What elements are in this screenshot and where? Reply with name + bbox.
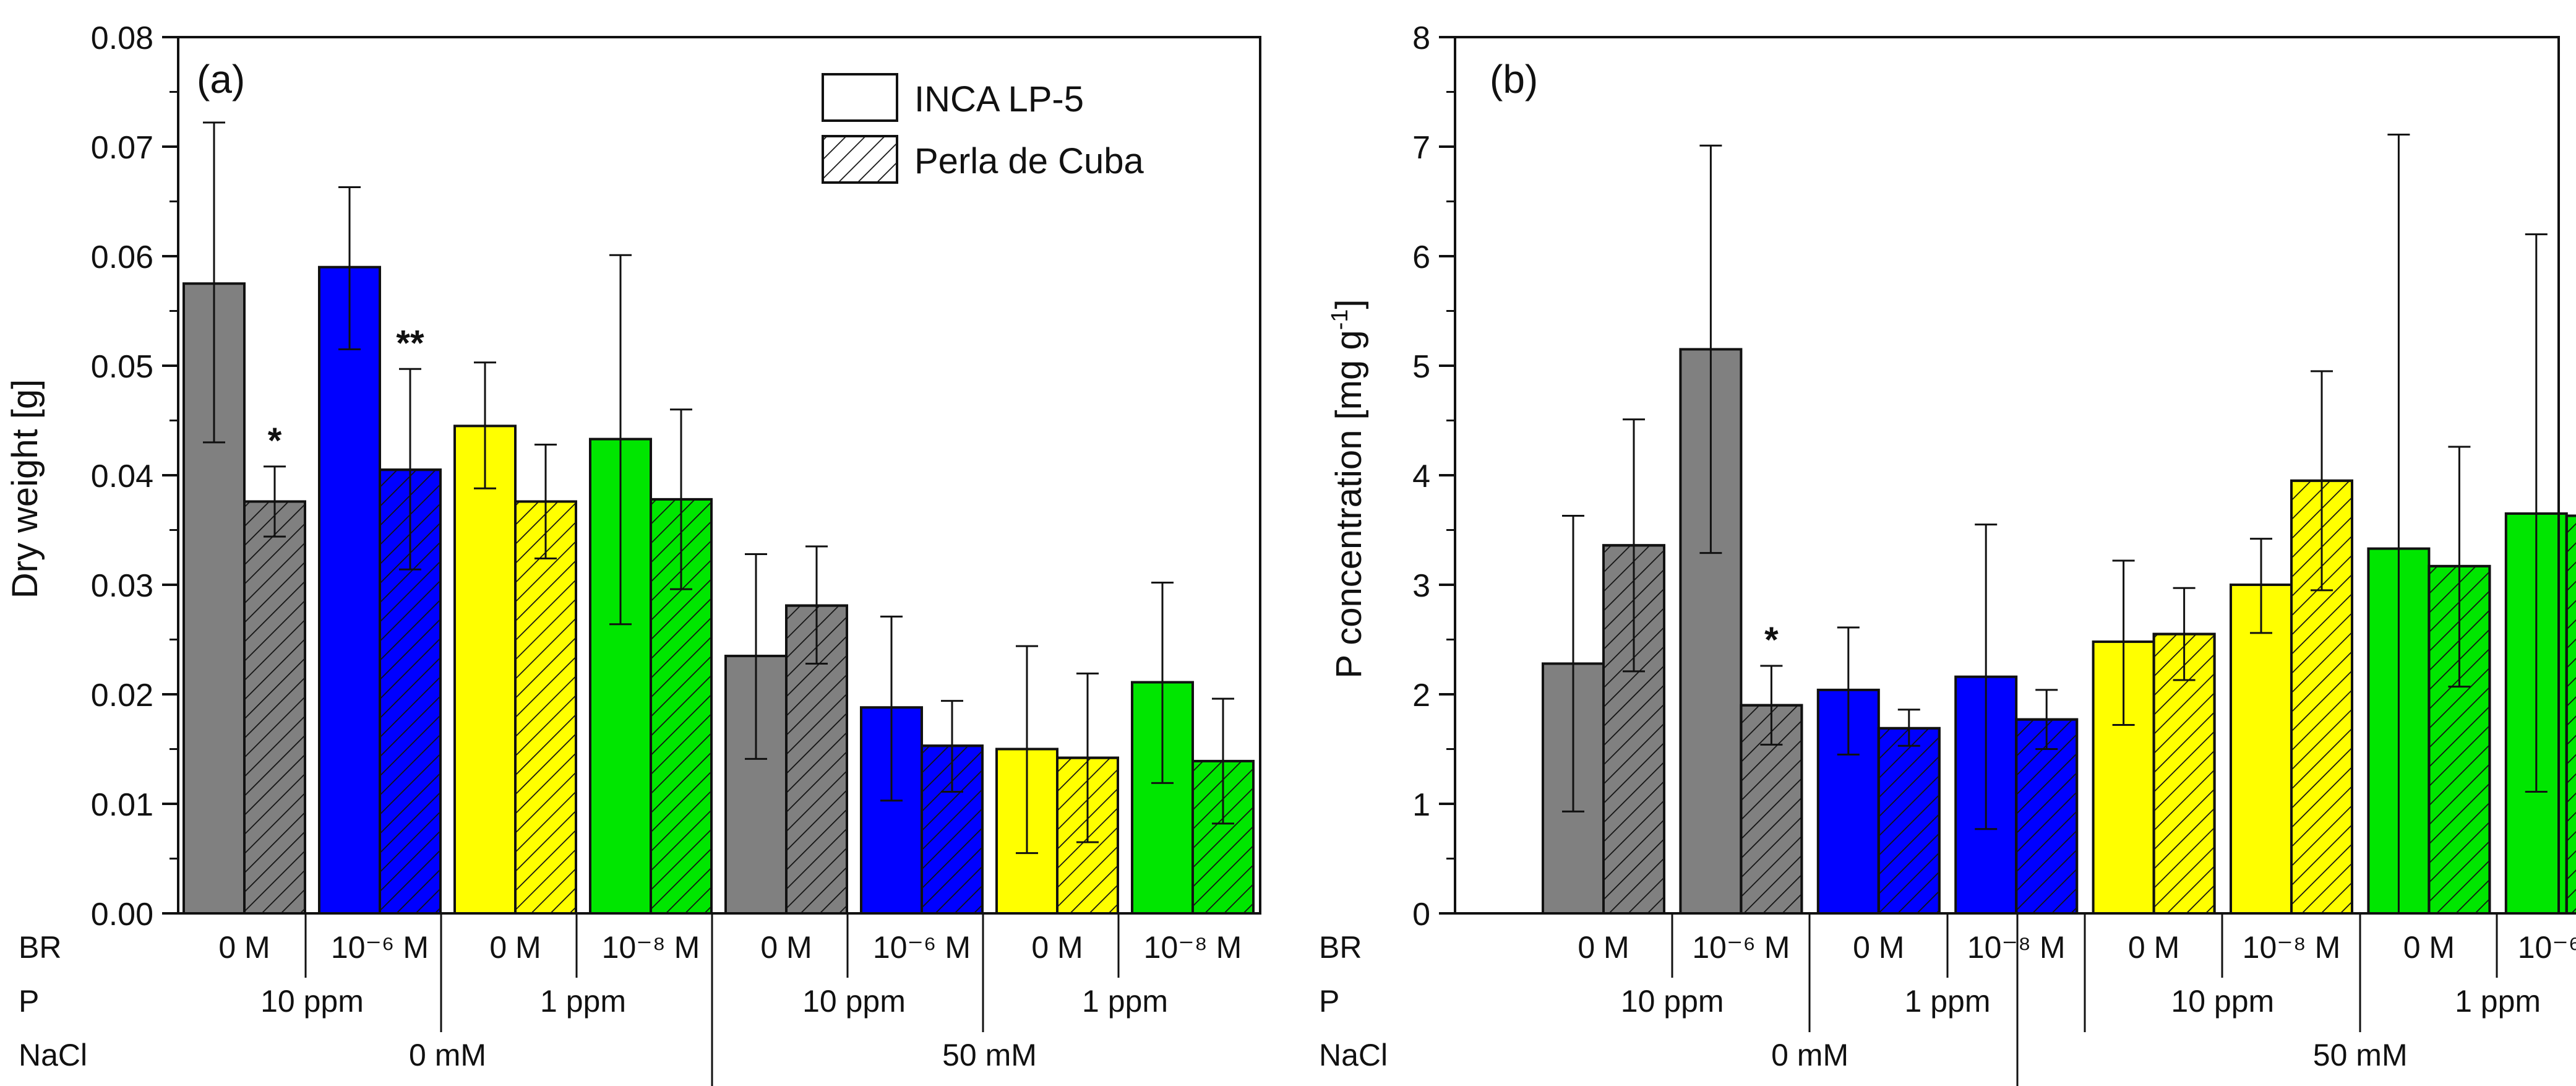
panel-a-y-tick-label: 0.00 — [91, 897, 153, 933]
panel-b-y-tick-label: 7 — [1412, 130, 1430, 166]
panel-b-br-label: 0 M — [1578, 930, 1629, 965]
panel-a-row-label-br: BR — [19, 930, 61, 965]
panel-a-y-tick-label: 0.05 — [91, 349, 153, 385]
panel-a-y-tick-label: 0.04 — [91, 459, 153, 494]
panel-b-br-label: 10⁻⁸ M — [1967, 930, 2066, 965]
panel-a-p-label: 1 ppm — [1082, 984, 1168, 1019]
panel-a-y-axis-label: Dry weight [g] — [5, 379, 45, 599]
panel-b-y-axis-label: P concentration [mg g-1] — [1327, 299, 1369, 678]
panel-a-y-tick-label: 0.01 — [91, 787, 153, 823]
panel-a-br-label: 0 M — [489, 930, 541, 965]
panel-b-y-tick-label: 0 — [1412, 897, 1430, 933]
panel-b-bar-hatch — [2565, 514, 2576, 915]
panel-a-nacl-label: 50 mM — [942, 1038, 1037, 1072]
panel-b-p-label: 1 ppm — [1905, 984, 1991, 1019]
panel-a-y-tick-label: 0.07 — [91, 130, 153, 166]
panel-a-br-label: 0 M — [1031, 930, 1083, 965]
panel-a-bar-hatch — [243, 500, 306, 915]
panel-a-chart: Dry weight [g] 0.00 0.01 0.02 0.03 0.04 0.05 0… — [5, 20, 1261, 1086]
panel-b-label: (b) — [1490, 57, 1538, 101]
panel-b-y-axis-label-main: P concentration [mg g — [1329, 330, 1369, 678]
panel-a-row-label-nacl: NaCl — [19, 1038, 87, 1072]
panel-a-nacl-label: 0 mM — [409, 1038, 486, 1072]
panel-a-y-tick-label: 0.08 — [91, 20, 153, 56]
panel-a-bar-inca — [318, 265, 381, 915]
panel-a-plot-frame — [177, 36, 1261, 915]
panel-b-significance-mark: * — [1764, 620, 1779, 660]
panel-b-y-tick-label: 5 — [1412, 349, 1430, 385]
panel-a-br-label: 10⁻⁶ M — [331, 930, 429, 965]
panel-b-p-label: 10 ppm — [1621, 984, 1724, 1019]
panel-b-br-label: 0 M — [2403, 930, 2455, 965]
panel-a-y-tick-label: 0.06 — [91, 239, 153, 275]
panel-b-br-label: 10⁻⁶ M — [1692, 930, 1790, 965]
panel-a-significance-mark: * — [268, 421, 282, 461]
legend-swatch-perla — [822, 135, 898, 184]
panel-b-y-tick-label: 1 — [1412, 787, 1430, 823]
panel-a-legend: INCA LP-5 Perla de Cuba — [822, 73, 1144, 184]
panel-b-br-label: 10⁻⁶ M — [2518, 930, 2576, 965]
legend-label-perla: Perla de Cuba — [914, 141, 1144, 181]
panel-a-label: (a) — [197, 57, 245, 101]
panel-a-y-tick-label: 0.02 — [91, 678, 153, 713]
panel-b-bar-hatch — [2015, 718, 2079, 915]
panel-b-y-axis-label-end: ] — [1329, 299, 1369, 309]
panel-a-br-label: 10⁻⁸ M — [1144, 930, 1242, 965]
panel-a-br-label: 0 M — [218, 930, 270, 965]
panel-b-row-label-p: P — [1319, 984, 1339, 1019]
legend-swatch-inca — [822, 73, 898, 122]
panel-b-br-label: 0 M — [2128, 930, 2179, 965]
panel-b-y-tick-label: 4 — [1412, 459, 1430, 494]
panel-a-p-label: 10 ppm — [260, 984, 364, 1019]
panel-b-nacl-label: 50 mM — [2313, 1038, 2408, 1072]
panel-b-nacl-label: 0 mM — [1771, 1038, 1848, 1072]
panel-b-p-label: 10 ppm — [2171, 984, 2274, 1019]
panel-a-bar-hatch — [514, 500, 577, 915]
legend-label-inca: INCA LP-5 — [914, 79, 1084, 119]
panel-a-row-label-p: P — [19, 984, 39, 1019]
panel-a-p-label: 1 ppm — [540, 984, 626, 1019]
panel-b-bar-hatch — [1877, 726, 1941, 915]
panel-b-y-tick-label: 6 — [1412, 239, 1430, 275]
panel-a-p-label: 10 ppm — [802, 984, 906, 1019]
panel-b-chart: P concentration [mg g-1] 0 1 2 3 4 5 6 7 8 * (b)… — [1319, 20, 2576, 1086]
panel-a-y-tick-label: 0.03 — [91, 568, 153, 604]
panel-a-bar-inca — [453, 424, 517, 915]
panel-b-br-label: 0 M — [1853, 930, 1904, 965]
panel-a-br-label: 10⁻⁸ M — [602, 930, 700, 965]
panel-b-y-tick-label: 3 — [1412, 568, 1430, 604]
panel-a-significance-mark: ** — [396, 323, 424, 363]
panel-b-row-label-nacl: NaCl — [1319, 1038, 1388, 1072]
panel-b-y-tick-label: 2 — [1412, 678, 1430, 713]
panel-b-y-axis-label-sup: -1 — [1327, 309, 1353, 330]
panel-b-y-tick-label: 8 — [1412, 20, 1430, 56]
panel-a-br-label: 10⁻⁶ M — [873, 930, 971, 965]
panel-a-br-label: 0 M — [760, 930, 812, 965]
panel-b-p-label: 1 ppm — [2455, 984, 2541, 1019]
panel-b-row-label-br: BR — [1319, 930, 1362, 965]
panel-b-br-label: 10⁻⁸ M — [2243, 930, 2341, 965]
panel-b-plot-frame — [1454, 36, 2560, 915]
panel-b-bar-inca — [2230, 584, 2293, 915]
